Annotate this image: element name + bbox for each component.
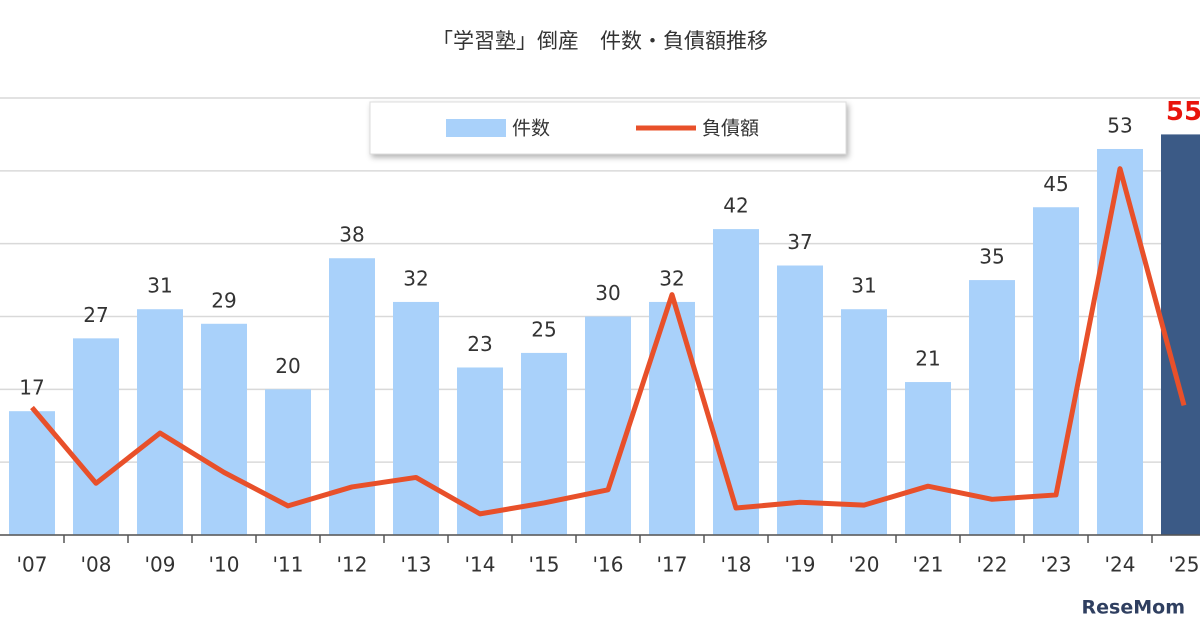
x-tick-label: '20 xyxy=(849,553,880,577)
data-label: 35 xyxy=(979,245,1004,269)
bar xyxy=(777,265,823,535)
x-tick-label: '14 xyxy=(465,553,496,577)
data-label: 25 xyxy=(531,317,556,341)
bar xyxy=(393,301,439,535)
data-label: 17 xyxy=(19,376,44,400)
bar xyxy=(265,389,311,535)
legend: 件数 負債額 xyxy=(369,101,847,155)
bar xyxy=(137,309,183,535)
x-tick-label: '23 xyxy=(1041,553,1072,577)
data-label: 32 xyxy=(659,266,684,290)
data-label: 55 xyxy=(1166,97,1200,127)
data-label: 30 xyxy=(595,281,620,305)
data-label: 23 xyxy=(467,332,492,356)
watermark: ReseMom xyxy=(1082,597,1185,619)
data-label: 29 xyxy=(211,288,236,312)
data-label: 37 xyxy=(787,230,812,254)
x-tick-label: '10 xyxy=(209,553,240,577)
line xyxy=(30,166,1187,517)
x-tick-label: '19 xyxy=(785,553,816,577)
bar xyxy=(841,309,887,535)
x-tick-label: '15 xyxy=(529,553,560,577)
bar xyxy=(713,229,759,535)
bar xyxy=(585,316,631,535)
data-label: 20 xyxy=(275,354,300,378)
chart-title: 「学習塾」倒産 件数・負債額推移 xyxy=(432,29,768,53)
legend-swatch xyxy=(446,119,506,137)
data-label: 31 xyxy=(851,274,876,298)
data-label: 27 xyxy=(83,303,108,327)
bar xyxy=(969,280,1015,535)
bar xyxy=(201,323,247,535)
x-tick-label: '25 xyxy=(1169,553,1200,577)
x-tick-label: '07 xyxy=(17,553,48,577)
x-tick-label: '22 xyxy=(977,553,1008,577)
bar xyxy=(905,382,951,535)
x-tick-label: '18 xyxy=(721,553,752,577)
legend-box xyxy=(369,101,847,155)
x-tick-label: '09 xyxy=(145,553,176,577)
data-label: 42 xyxy=(723,194,748,218)
x-tick-label: '13 xyxy=(401,553,432,577)
bar xyxy=(9,411,55,535)
data-label: 32 xyxy=(403,266,428,290)
data-label: 45 xyxy=(1043,172,1068,196)
bar xyxy=(1161,134,1200,535)
data-label: 53 xyxy=(1107,113,1132,137)
bar xyxy=(1097,148,1143,535)
bar xyxy=(73,338,119,535)
data-label: 21 xyxy=(915,347,940,371)
x-tick-label: '21 xyxy=(913,553,944,577)
data-label: 38 xyxy=(339,223,364,247)
x-tick-label: '24 xyxy=(1105,553,1136,577)
legend-label: 件数 xyxy=(512,118,550,140)
x-tick-label: '16 xyxy=(593,553,624,577)
x-tick-label: '17 xyxy=(657,553,688,577)
x-tick-label: '08 xyxy=(81,553,112,577)
legend-label: 負債額 xyxy=(702,118,759,140)
bar xyxy=(1033,207,1079,535)
x-tick-label: '11 xyxy=(273,553,304,577)
x-tick-label: '12 xyxy=(337,553,368,577)
data-label: 31 xyxy=(147,274,172,298)
